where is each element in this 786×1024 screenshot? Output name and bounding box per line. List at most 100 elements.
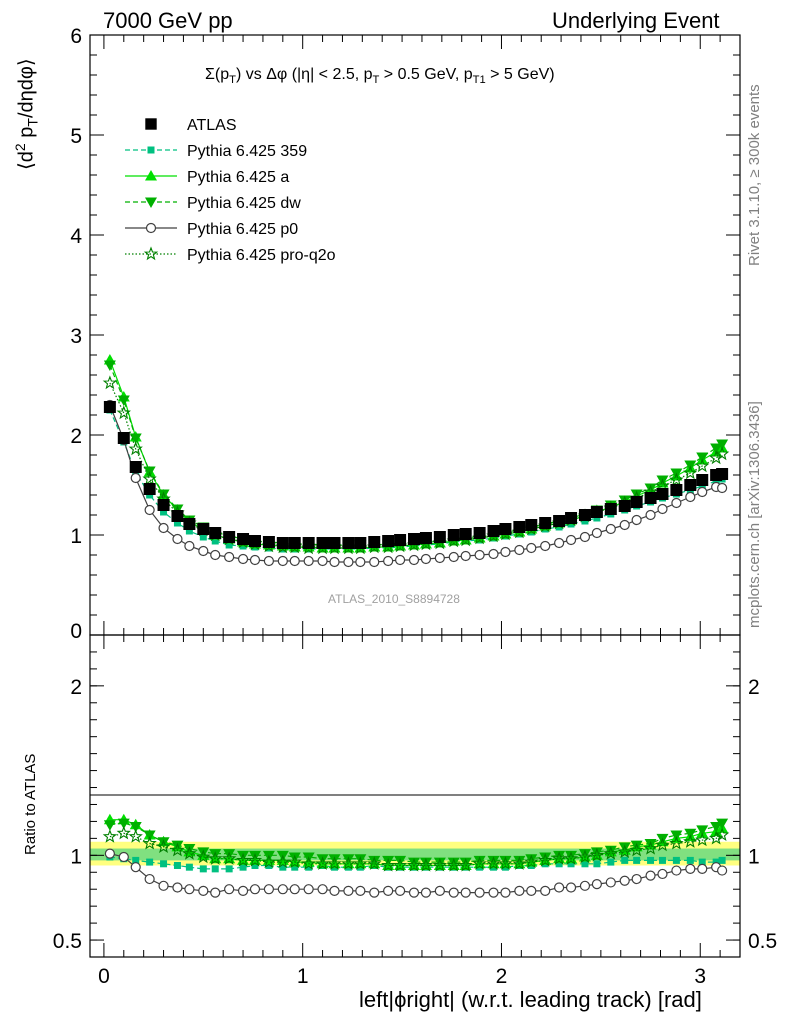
ratio-point-pdw bbox=[459, 857, 472, 869]
main-point-pp0 bbox=[329, 556, 340, 568]
ratio-point-pdw bbox=[117, 818, 130, 830]
ratio-point-p359 bbox=[647, 856, 655, 864]
ratio-point-p359 bbox=[567, 860, 575, 868]
ratio-point-p359 bbox=[581, 860, 589, 868]
ratio-point-pq2o bbox=[196, 849, 211, 864]
ratio-point-pdw bbox=[630, 840, 643, 852]
main-point-atlas bbox=[513, 521, 526, 533]
ratio-point-pp0 bbox=[591, 879, 602, 890]
main-point-pp0 bbox=[144, 504, 155, 516]
main-point-pp0 bbox=[540, 540, 551, 552]
ratio-point-pq2o bbox=[551, 851, 567, 865]
series-group bbox=[102, 354, 730, 898]
ratio-point-p359 bbox=[225, 865, 233, 873]
ratio-point-pq2o bbox=[315, 856, 330, 870]
main-line-pa bbox=[109, 359, 723, 549]
ratio-point-pdw bbox=[473, 855, 486, 867]
main-point-atlas bbox=[696, 474, 709, 486]
main-point-pp0 bbox=[671, 497, 682, 509]
main-point-pp0 bbox=[130, 472, 141, 484]
main-point-pp0 bbox=[184, 540, 195, 552]
legend-label-pa: Pythia 6.425 a bbox=[187, 169, 289, 186]
main-point-pdw bbox=[157, 489, 170, 500]
ratio-point-p359 bbox=[555, 860, 563, 868]
main-point-pq2o bbox=[695, 458, 710, 473]
main-point-pp0 bbox=[645, 509, 656, 521]
main-point-p359 bbox=[173, 519, 181, 527]
legend-label-pdw: Pythia 6.425 dw bbox=[187, 195, 301, 212]
main-point-atlas bbox=[630, 496, 643, 508]
ratio-point-pp0 bbox=[448, 887, 459, 898]
legend-marker-pq2o bbox=[143, 246, 159, 261]
main-point-pp0 bbox=[420, 553, 432, 565]
ratio-y-tick-label-right: 2 bbox=[748, 676, 760, 699]
legend-marker-p359 bbox=[147, 146, 155, 154]
ratio-point-pq2o bbox=[432, 857, 448, 872]
main-point-atlas bbox=[368, 536, 381, 548]
main-point-pq2o bbox=[128, 441, 143, 456]
main-point-atlas bbox=[103, 401, 116, 413]
main-point-atlas bbox=[644, 492, 657, 504]
analysis-watermark: ATLAS_2010_S8894728 bbox=[328, 592, 460, 606]
main-point-atlas bbox=[447, 529, 460, 541]
ratio-point-pdw bbox=[710, 822, 723, 833]
main-point-pq2o bbox=[683, 465, 698, 480]
main-point-atlas bbox=[433, 531, 446, 543]
ratio-series-pp0 bbox=[104, 848, 728, 898]
main-point-pp0 bbox=[434, 552, 445, 564]
ratio-point-pp0 bbox=[144, 873, 155, 885]
ratio-point-pq2o bbox=[116, 825, 131, 840]
plot-title: Σ(pT) vs Δφ (|η| < 2.5, pT > 0.5 GeV, pT… bbox=[205, 66, 555, 87]
main-point-atlas bbox=[670, 484, 683, 496]
ratio-point-p359 bbox=[199, 865, 207, 873]
ratio-point-pdw bbox=[248, 850, 261, 862]
ratio-point-p359 bbox=[672, 856, 680, 864]
main-point-pp0 bbox=[474, 549, 485, 561]
main-point-pp0 bbox=[210, 549, 221, 561]
main-point-p359 bbox=[185, 527, 193, 535]
main-point-atlas bbox=[316, 537, 329, 549]
main-point-pp0 bbox=[172, 533, 183, 545]
ratio-point-pq2o bbox=[472, 856, 487, 870]
ratio-point-p359 bbox=[239, 863, 247, 871]
ratio-point-pq2o bbox=[498, 856, 513, 870]
main-y-tick-label-zero: 0 bbox=[70, 620, 82, 643]
ratio-point-pdw bbox=[578, 849, 591, 860]
x-axis-label: left|ϕright| (w.r.t. leading track) [rad… bbox=[359, 987, 702, 1012]
ratio-point-pp0 bbox=[657, 868, 668, 880]
main-point-pdw bbox=[716, 439, 729, 450]
ratio-point-p359 bbox=[251, 861, 259, 869]
ratio-point-pdw bbox=[382, 855, 395, 867]
main-point-pp0 bbox=[355, 556, 366, 568]
ratio-point-pdw bbox=[433, 857, 446, 869]
ratio-point-pdw bbox=[419, 857, 432, 869]
main-point-pp0 bbox=[263, 555, 274, 567]
ratio-point-pdw bbox=[171, 840, 184, 852]
ratio-point-pp0 bbox=[237, 885, 249, 897]
ratio-point-pq2o bbox=[669, 835, 684, 850]
rivet-label: Rivet 3.1.10, ≥ 300k events bbox=[746, 84, 763, 266]
ratio-point-pp0 bbox=[645, 870, 656, 881]
main-point-atlas bbox=[553, 515, 566, 527]
ratio-point-pdw bbox=[618, 842, 631, 853]
ratio-point-pp0 bbox=[317, 884, 328, 895]
main-point-atlas bbox=[716, 468, 729, 480]
main-point-pp0 bbox=[317, 555, 328, 567]
ratio-point-pq2o bbox=[418, 857, 434, 872]
ratio-point-pdw bbox=[157, 837, 170, 848]
main-point-pq2o bbox=[102, 375, 118, 390]
main-point-atlas bbox=[408, 533, 421, 545]
ratio-point-p359 bbox=[173, 861, 181, 869]
ratio-point-pp0 bbox=[172, 882, 183, 893]
main-y-tick-label: 6 bbox=[70, 25, 82, 48]
ratio-y-tick-label-right: 1 bbox=[748, 845, 760, 868]
ratio-point-pq2o bbox=[208, 851, 223, 865]
main-point-pdw bbox=[171, 504, 184, 515]
main-point-atlas bbox=[276, 537, 289, 549]
main-point-pq2o bbox=[142, 471, 157, 486]
ratio-point-pq2o bbox=[629, 842, 644, 857]
main-point-pp0 bbox=[605, 523, 616, 535]
ratio-frame bbox=[89, 634, 741, 958]
main-point-atlas bbox=[354, 537, 367, 549]
ratio-point-pdw bbox=[183, 844, 196, 855]
